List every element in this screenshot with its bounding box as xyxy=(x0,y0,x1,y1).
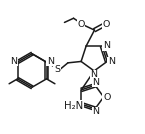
Text: N: N xyxy=(103,41,110,50)
Text: O: O xyxy=(103,20,110,29)
Text: O: O xyxy=(78,20,85,29)
Text: N: N xyxy=(108,57,115,66)
Text: H₂N: H₂N xyxy=(64,101,83,111)
Text: N: N xyxy=(92,78,99,87)
Text: N: N xyxy=(90,70,97,79)
Text: O: O xyxy=(103,92,110,102)
Text: N: N xyxy=(47,57,54,66)
Text: S: S xyxy=(54,65,60,74)
Text: N: N xyxy=(92,107,99,116)
Text: N: N xyxy=(10,57,17,66)
